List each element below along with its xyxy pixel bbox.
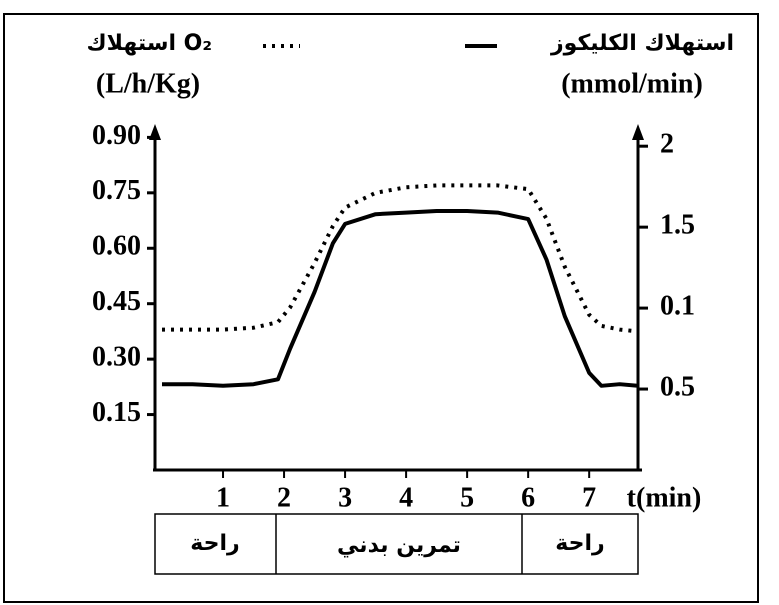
series-line: [162, 183, 639, 334]
axis-arrow: [632, 124, 644, 140]
phase-label: تمرين بدني: [337, 533, 461, 558]
x-tick-label: 4: [399, 482, 413, 513]
y-axis-label: (L/h/Kg): [96, 68, 200, 99]
y2-tick-label: 0.1: [660, 291, 695, 322]
x-tick-label: 2: [277, 482, 291, 513]
x-tick-label: 6: [521, 482, 535, 513]
series-1-name: استهلاك الكليكوز: [550, 31, 734, 56]
y2-tick-label: 2: [660, 129, 674, 160]
y-tick-label: 0.90: [92, 120, 141, 151]
y-tick-label: 0.45: [92, 286, 141, 317]
x-tick-label: 7: [582, 482, 596, 513]
x-tick-label: 3: [338, 482, 352, 513]
y2-tick-label: 0.5: [660, 371, 695, 402]
phase-label: راحة: [190, 531, 239, 556]
y-tick-label: 0.75: [92, 175, 141, 206]
x-tick-label: 5: [460, 482, 474, 513]
phase-box: [154, 513, 639, 575]
x-tick-label: 1: [216, 482, 230, 513]
y-tick-label: 0.60: [92, 231, 141, 262]
y2-tick-label: 1.5: [660, 210, 695, 241]
series-0-name: استهلاك O₂: [86, 31, 212, 56]
y-tick-label: 0.30: [92, 342, 141, 373]
y2-axis-label: (mmol/min): [561, 68, 703, 99]
series-line: [162, 208, 639, 388]
x-axis-label: t(min): [627, 482, 702, 513]
frame: [3, 13, 759, 603]
y-tick-label: 0.15: [92, 397, 141, 428]
phase-label: راحة: [555, 531, 604, 556]
